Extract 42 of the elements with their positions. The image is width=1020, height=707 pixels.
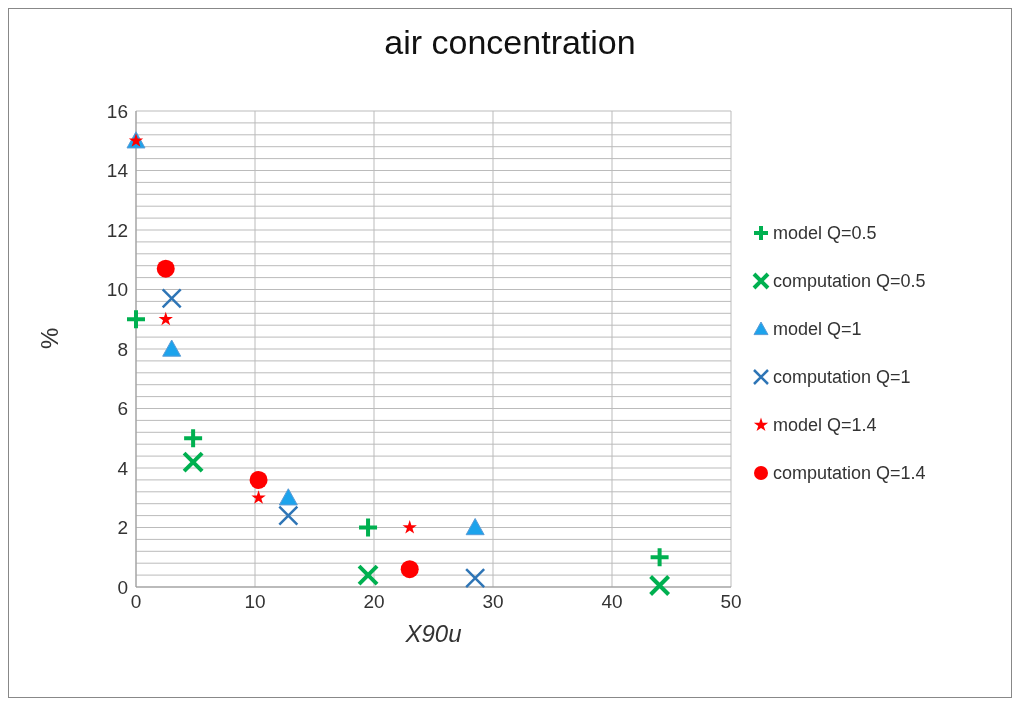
y-tick-label: 16 bbox=[106, 100, 128, 122]
point bbox=[278, 505, 299, 526]
point bbox=[357, 516, 380, 539]
y-axis-title: % bbox=[35, 327, 63, 349]
x-tick-label: 40 bbox=[601, 591, 623, 613]
x-axis-title: X90u bbox=[404, 620, 462, 648]
y-tick-label: 2 bbox=[117, 517, 128, 539]
chart-title: air concentration bbox=[383, 23, 637, 62]
point bbox=[249, 470, 268, 489]
legend-label: model Q=1 bbox=[773, 318, 862, 340]
legend-label: model Q=1.4 bbox=[773, 414, 877, 436]
y-tick-label: 0 bbox=[117, 576, 128, 598]
legend-label: model Q=0.5 bbox=[773, 222, 877, 244]
point bbox=[251, 490, 266, 504]
point bbox=[402, 519, 417, 534]
point bbox=[278, 488, 298, 506]
point bbox=[182, 427, 205, 450]
y-tick-label: 12 bbox=[106, 219, 128, 241]
legend-label: computation Q=1.4 bbox=[773, 462, 926, 484]
y-tick-label: 6 bbox=[117, 398, 128, 420]
x-tick-label: 10 bbox=[244, 591, 266, 613]
point bbox=[465, 518, 485, 536]
y-tick-label: 10 bbox=[106, 279, 128, 301]
x-tick-label: 30 bbox=[482, 591, 504, 613]
y-tick-label: 14 bbox=[106, 160, 129, 182]
point bbox=[125, 308, 147, 331]
x-tick-label: 50 bbox=[720, 591, 742, 613]
point bbox=[182, 451, 205, 474]
point bbox=[357, 564, 380, 587]
point bbox=[158, 311, 173, 326]
point bbox=[162, 339, 182, 357]
point bbox=[400, 560, 419, 579]
legend-label: computation Q=0.5 bbox=[773, 270, 926, 292]
legend-label: computation Q=1 bbox=[773, 366, 911, 388]
y-tick-label: 8 bbox=[117, 338, 128, 360]
point bbox=[464, 567, 486, 589]
point bbox=[648, 546, 671, 569]
point bbox=[156, 259, 175, 278]
point bbox=[161, 288, 182, 309]
point bbox=[648, 574, 671, 597]
x-tick-label: 20 bbox=[363, 591, 385, 613]
y-tick-label: 4 bbox=[117, 457, 129, 479]
